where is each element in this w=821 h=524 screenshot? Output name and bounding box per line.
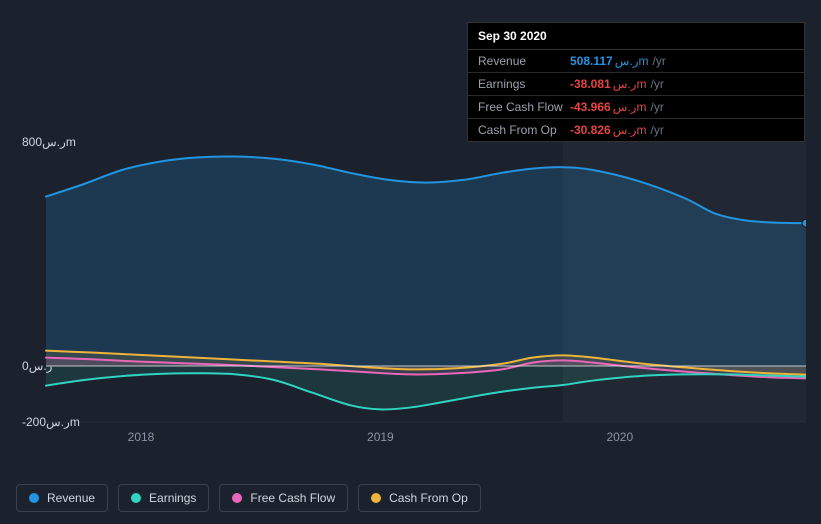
legend-item-earnings[interactable]: Earnings (118, 484, 209, 512)
tooltip-row-per: /yr (650, 100, 663, 114)
tooltip-row-per: /yr (653, 54, 666, 68)
earnings-revenue-chart[interactable]: Past 800ر.سm0ر.س-200ر.سm201820192020 (16, 120, 806, 460)
tooltip-row: Earnings-38.081ر.سm/yr (468, 73, 804, 96)
tooltip-date: Sep 30 2020 (468, 23, 804, 50)
tooltip-row-label: Free Cash Flow (478, 100, 570, 114)
tooltip-row-label: Revenue (478, 54, 570, 68)
legend-swatch-icon (371, 493, 381, 503)
legend-item-free-cash-flow[interactable]: Free Cash Flow (219, 484, 348, 512)
tooltip-row-value: -38.081 (570, 77, 611, 91)
legend-item-cash-from-op[interactable]: Cash From Op (358, 484, 481, 512)
x-axis-label: 2018 (128, 430, 155, 444)
tooltip-row-label: Cash From Op (478, 123, 570, 137)
tooltip-row: Free Cash Flow-43.966ر.سm/yr (468, 96, 804, 119)
y-axis-label: 0ر.س (22, 359, 52, 373)
y-axis-label: 800ر.سm (22, 135, 76, 149)
tooltip-row: Cash From Op-30.826ر.سm/yr (468, 119, 804, 141)
tooltip-row-per: /yr (650, 123, 663, 137)
tooltip-row-unit: ر.سm (615, 54, 649, 68)
tooltip-row-value: -30.826 (570, 123, 611, 137)
tooltip-row-unit: ر.سm (613, 123, 647, 137)
legend-label: Cash From Op (389, 491, 468, 505)
legend-swatch-icon (232, 493, 242, 503)
chart-svg (16, 120, 806, 460)
tooltip-row-unit: ر.سm (613, 100, 647, 114)
tooltip-row-unit: ر.سm (613, 77, 647, 91)
tooltip-row-value: 508.117 (570, 54, 613, 68)
tooltip-row: Revenue508.117ر.سm/yr (468, 50, 804, 73)
legend-item-revenue[interactable]: Revenue (16, 484, 108, 512)
tooltip-row-per: /yr (650, 77, 663, 91)
legend-label: Revenue (47, 491, 95, 505)
tooltip-row-label: Earnings (478, 77, 570, 91)
series-end-marker-revenue (802, 219, 806, 227)
legend-label: Earnings (149, 491, 196, 505)
legend-swatch-icon (29, 493, 39, 503)
legend-swatch-icon (131, 493, 141, 503)
tooltip-row-value: -43.966 (570, 100, 611, 114)
x-axis-label: 2019 (367, 430, 394, 444)
legend-label: Free Cash Flow (250, 491, 335, 505)
chart-legend: Revenue Earnings Free Cash Flow Cash From O… (16, 484, 481, 512)
x-axis-label: 2020 (606, 430, 633, 444)
y-axis-label: -200ر.سm (22, 415, 80, 429)
chart-tooltip: Sep 30 2020 Revenue508.117ر.سm/yrEarning… (467, 22, 805, 142)
